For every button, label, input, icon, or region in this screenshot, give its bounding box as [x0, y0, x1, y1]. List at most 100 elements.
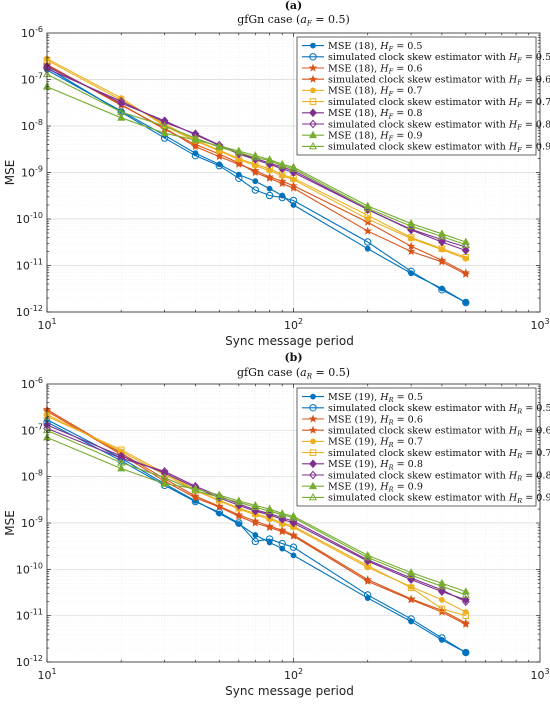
data-point-s2-12 [407, 267, 415, 276]
data-point-s1-8 [266, 185, 273, 192]
data-point-s8-9 [278, 513, 287, 523]
data-point-s1-10 [290, 552, 297, 559]
chart-title: gfGn case (aF = 0.5) [237, 13, 350, 28]
data-point-s10-9 [278, 161, 287, 169]
legend-label: simulated clock skew estimator with HF =… [328, 142, 550, 154]
data-point-s4-6 [234, 159, 244, 168]
data-point-s8-14 [461, 597, 470, 607]
y-tick-label: 10-7 [21, 72, 43, 87]
data-point-s4-5 [215, 152, 224, 161]
legend-item-2: simulated clock skew estimator with HR =… [302, 403, 550, 415]
legend-label: MSE (18), HF = 0.5 [328, 41, 423, 53]
legend-label: simulated clock skew estimator with HF =… [328, 75, 550, 87]
data-point-s1-7 [252, 532, 259, 538]
data-point-s4-8 [265, 521, 274, 530]
data-point-s2-8 [265, 191, 274, 200]
legend-label: MSE (19), HR = 0.6 [328, 414, 423, 426]
legend-item-2: simulated clock skew estimator with HF =… [302, 52, 550, 64]
legend-marker [308, 141, 318, 150]
data-point-s10-5 [215, 492, 224, 501]
legend-label: simulated clock skew estimator with HF =… [328, 97, 550, 109]
y-tick-label: 10-8 [21, 118, 43, 133]
data-point-s3-12 [406, 247, 416, 256]
data-point-s10-11 [363, 553, 372, 561]
legend-marker [308, 425, 318, 434]
legend-item-7: MSE (18), HF = 0.8 [302, 108, 423, 120]
ticks [46, 384, 540, 663]
data-point-s2-9 [278, 193, 286, 202]
data-point-s4-9 [277, 525, 287, 534]
legend-marker [308, 414, 318, 423]
legend-marker [308, 481, 318, 490]
y-tick-label: 10-6 [21, 376, 43, 391]
series-group [42, 55, 471, 307]
data-point-s2-7 [251, 537, 260, 546]
legend-box [296, 36, 537, 156]
legend-marker [310, 393, 316, 400]
data-point-s10-8 [265, 506, 274, 515]
legend-item-4: simulated clock skew estimator with HF =… [302, 75, 550, 87]
legend-item-3: MSE (19), HR = 0.6 [302, 414, 423, 427]
data-point-s10-8 [265, 156, 274, 164]
series-line-9 [46, 437, 466, 593]
data-point-s2-14 [462, 298, 470, 307]
legend-item-8: simulated clock skew estimator with HR =… [302, 470, 550, 483]
legend-marker [309, 404, 317, 412]
data-point-s10-9 [278, 510, 287, 518]
chart-title: gfGn case (aR = 0.5) [237, 366, 350, 381]
legend-label: MSE (18), HF = 0.9 [328, 131, 423, 143]
data-point-s9-2 [117, 464, 126, 472]
x-axis-label: Sync message period [225, 684, 354, 698]
data-point-s2-13 [438, 634, 446, 642]
data-point-s6-12 [407, 234, 415, 241]
data-point-s10-7 [251, 153, 260, 161]
data-point-s6-13 [438, 605, 446, 613]
data-point-s4-7 [251, 166, 260, 175]
data-point-s4-11 [363, 217, 372, 226]
data-point-s1-9 [279, 545, 286, 552]
legend-item-9: MSE (18), HF = 0.9 [302, 131, 423, 143]
data-point-s2-8 [265, 535, 274, 543]
legend-marker [309, 108, 317, 118]
data-point-s8-2 [117, 453, 126, 463]
data-point-s10-13 [437, 232, 446, 240]
x-tick-label: 101 [37, 317, 56, 332]
series-group [42, 405, 471, 657]
series-line-3 [46, 410, 467, 625]
data-point-s10-12 [407, 570, 416, 579]
data-point-s10-13 [437, 581, 446, 590]
data-point-s10-4 [191, 133, 200, 141]
legend-label: MSE (19), HR = 0.7 [328, 437, 423, 449]
data-point-s2-11 [364, 591, 372, 599]
y-tick-label: 10-12 [16, 304, 43, 319]
data-point-s8-12 [407, 573, 415, 583]
legend-item-10: simulated clock skew estimator with HF =… [302, 142, 550, 154]
series-line-7 [46, 424, 466, 601]
data-point-s9-3 [160, 479, 169, 487]
legend-label: MSE (19), HR = 0.8 [328, 459, 423, 471]
data-point-s9-3 [160, 128, 169, 137]
data-point-s2-13 [438, 286, 446, 294]
y-tick-label: 10-9 [21, 165, 43, 180]
legend-item-8: simulated clock skew estimator with HF =… [302, 119, 550, 132]
data-point-s4-9 [277, 176, 287, 185]
y-tick-label: 10-10 [16, 561, 43, 576]
y-tick-label: 10-6 [21, 25, 43, 40]
y-tick-label: 10-7 [21, 422, 43, 437]
data-point-s10-5 [215, 142, 224, 151]
data-point-s4-4 [191, 491, 200, 500]
x-tick-label: 103 [530, 317, 549, 332]
data-point-s2-9 [278, 539, 286, 548]
ticks [46, 33, 540, 313]
legend-marker [308, 63, 318, 72]
data-point-s2-7 [251, 186, 260, 194]
legend-item-5: MSE (18), HF = 0.7 [302, 86, 423, 98]
data-point-s4-13 [437, 255, 447, 264]
legend-box [296, 387, 537, 507]
legend-item-6: simulated clock skew estimator with HR =… [302, 448, 550, 460]
data-point-s2-11 [364, 238, 372, 246]
data-point-s4-6 [234, 510, 244, 519]
series-line-1 [46, 419, 467, 654]
